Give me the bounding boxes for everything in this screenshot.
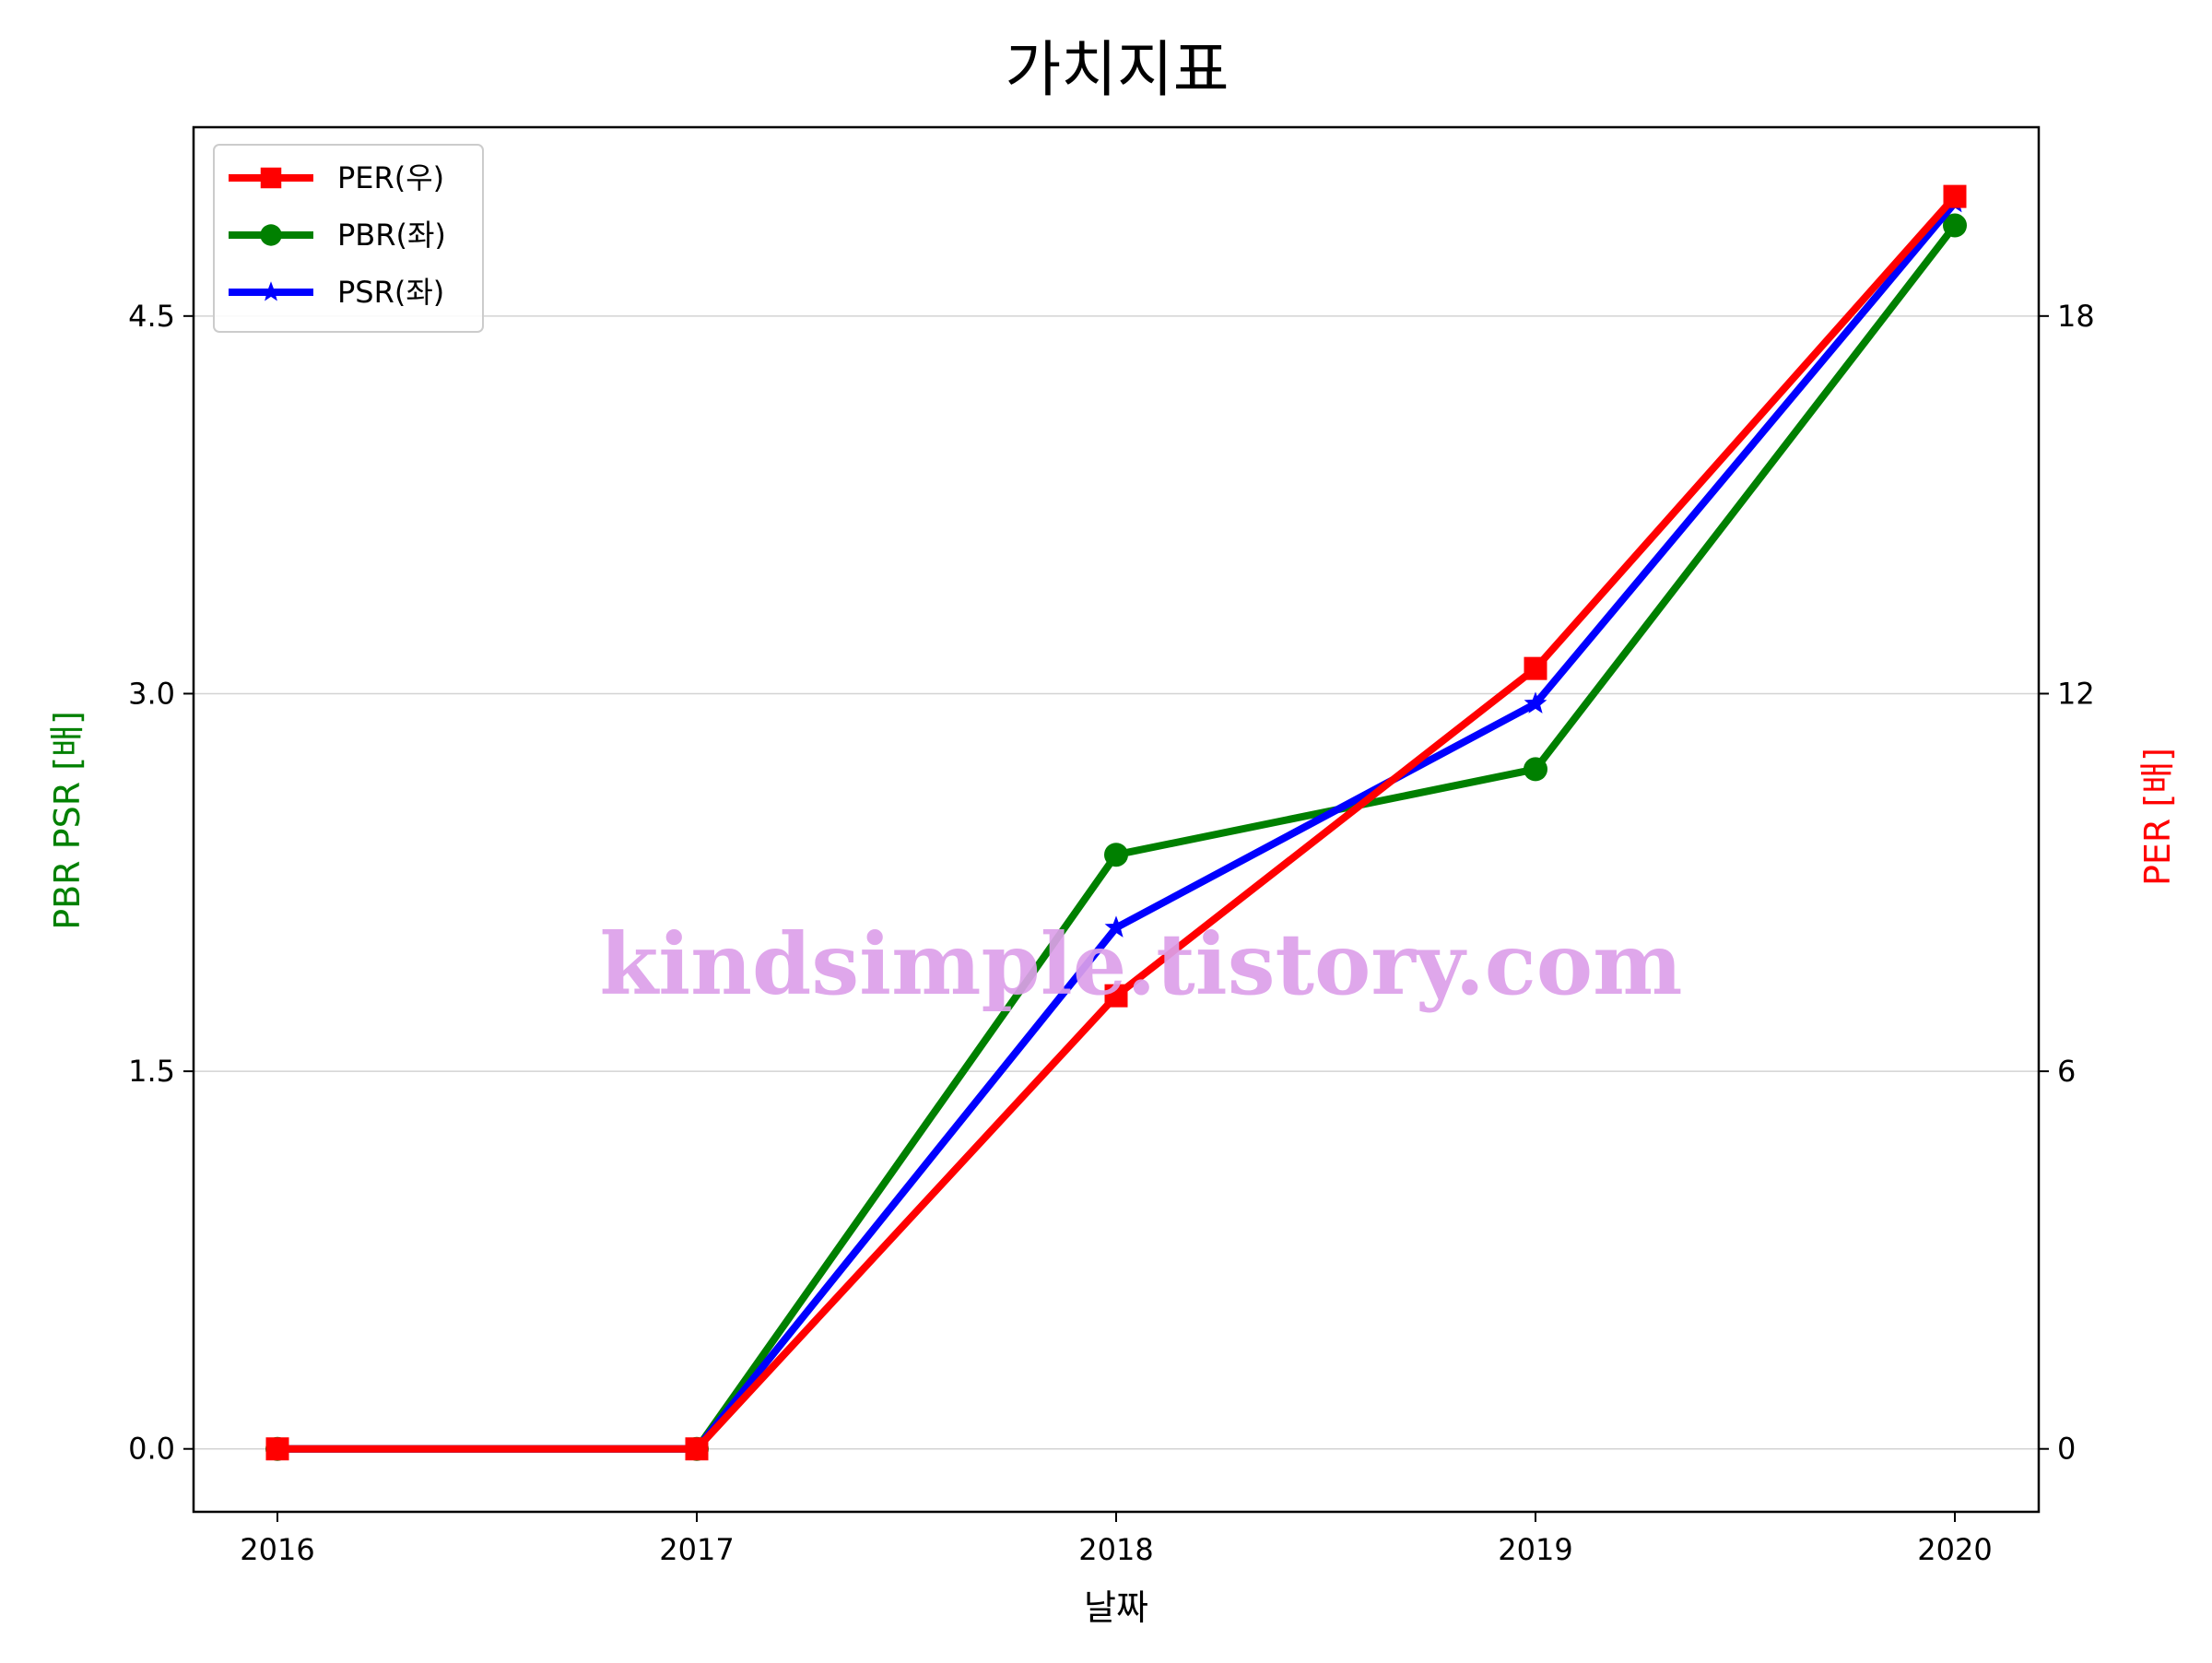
series-line <box>274 193 1959 1453</box>
data-point <box>1943 184 1967 208</box>
legend-label: PER(우) <box>337 160 444 195</box>
legend-item: PSR(좌) <box>229 275 444 310</box>
left-y-tick-label: 0.0 <box>128 1432 175 1467</box>
x-tick-label: 2018 <box>1078 1532 1153 1567</box>
legend-label: PSR(좌) <box>337 275 444 310</box>
legend: PER(우) PBR(좌) PSR(좌) <box>213 144 484 333</box>
data-point <box>1104 984 1128 1008</box>
x-tick-label: 2017 <box>659 1532 734 1567</box>
left-y-tick-label: 4.5 <box>128 299 175 334</box>
data-point <box>1524 656 1547 680</box>
legend-marker <box>260 224 282 246</box>
right-y-tick-label: 0 <box>2057 1432 2076 1467</box>
chart-title: 가치지표 <box>1006 34 1230 105</box>
legend-label: PBR(좌) <box>337 218 446 253</box>
data-point <box>685 1437 709 1461</box>
left-y-axis-label: PBR PSR [배] <box>47 711 88 930</box>
right-y-tick-label: 6 <box>2057 1054 2076 1089</box>
legend-marker <box>260 281 282 301</box>
series-per <box>265 184 1967 1461</box>
x-tick-label: 2019 <box>1498 1532 1572 1567</box>
series-psr <box>265 190 1967 1459</box>
left-y-tick-label: 1.5 <box>128 1054 175 1089</box>
x-axis-label: 날짜 <box>1084 1587 1148 1628</box>
legend-item: PBR(좌) <box>229 218 446 253</box>
right-y-axis: 0 6 12 18 <box>2039 299 2095 1467</box>
legend-box <box>213 144 484 333</box>
right-y-tick-label: 12 <box>2057 676 2095 711</box>
data-point <box>1524 757 1547 782</box>
series-layer <box>265 184 1967 1461</box>
data-point <box>1524 691 1547 714</box>
data-point <box>1943 213 1967 238</box>
series-line <box>274 198 1959 1453</box>
watermark-text: kindsimple.tistory.com <box>599 914 1682 1014</box>
data-point <box>265 1437 289 1461</box>
left-y-axis: 0.0 1.5 3.0 4.5 <box>128 299 194 1467</box>
gridlines <box>194 315 2039 1450</box>
legend-item: PER(우) <box>229 160 444 195</box>
plot-frame <box>192 125 2041 1514</box>
x-tick-label: 2016 <box>240 1532 314 1567</box>
data-point <box>1104 843 1128 867</box>
series-line <box>274 221 1959 1453</box>
x-tick-label: 2020 <box>1917 1532 1992 1567</box>
data-point <box>1104 915 1128 938</box>
series-pbr <box>265 213 1967 1461</box>
right-y-tick-label: 18 <box>2057 299 2095 334</box>
left-y-tick-label: 3.0 <box>128 676 175 711</box>
x-axis: 2016 2017 2018 2019 2020 <box>240 1512 1993 1567</box>
legend-marker <box>260 167 282 189</box>
right-y-axis-label: PER [배] <box>2137 748 2178 886</box>
